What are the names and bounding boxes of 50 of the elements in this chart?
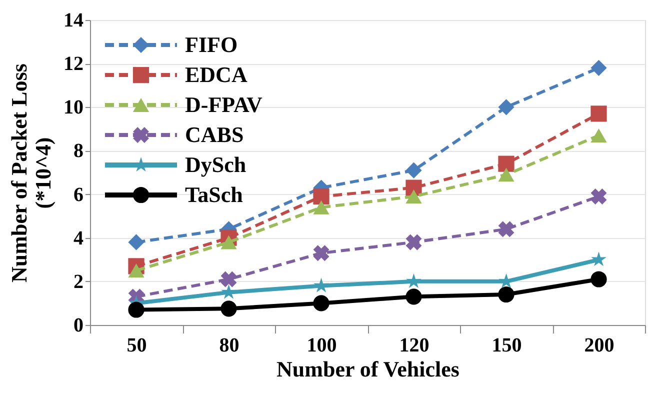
point [406, 162, 422, 178]
point [220, 271, 237, 288]
y-tick-label: 0 [74, 314, 84, 336]
legend-label: D-FPAV [185, 92, 263, 117]
x-tick-label: 50 [126, 334, 147, 356]
point [128, 264, 144, 278]
point [314, 278, 329, 292]
y-tick-label: 2 [74, 270, 84, 293]
point [498, 168, 514, 182]
y-tick-label: 10 [64, 96, 84, 119]
x-tick-label: 120 [399, 334, 430, 356]
y-tick-label: 4 [74, 227, 84, 250]
legend-label: EDCA [185, 62, 248, 87]
point [590, 106, 607, 122]
point [313, 245, 330, 262]
point [406, 288, 422, 305]
point [313, 188, 330, 205]
point [313, 295, 330, 312]
x-tick-label: 100 [306, 334, 337, 356]
point [498, 286, 514, 303]
x-tick-label: 150 [492, 334, 522, 356]
point [498, 156, 514, 172]
point [128, 234, 144, 250]
point [590, 60, 607, 76]
point [590, 271, 607, 288]
point [220, 235, 237, 250]
point [406, 273, 422, 288]
point [221, 284, 236, 299]
x-tick-label: 80 [219, 334, 240, 356]
point [498, 221, 514, 238]
point [591, 252, 606, 266]
point [406, 189, 422, 204]
point [498, 99, 514, 116]
x-tick-label: 200 [584, 334, 614, 356]
y-tick-label: 12 [64, 53, 84, 76]
y-tick-label: 8 [74, 140, 84, 162]
point [220, 300, 237, 317]
legend-label: TaSch [185, 182, 243, 207]
x-axis-title: Number of Vehicles [276, 356, 460, 382]
y-tick-label: 14 [64, 10, 84, 32]
legend-label: FIFO [185, 32, 238, 57]
point [313, 200, 330, 214]
legend-label: CABS [185, 122, 244, 147]
point [128, 302, 144, 318]
point [590, 188, 607, 204]
y-axis-title: Number of Packet Loss (*10^4) [6, 63, 56, 282]
point [406, 234, 422, 250]
point [590, 128, 607, 142]
legend-label: DySch [185, 152, 246, 177]
y-tick-label: 6 [74, 184, 84, 206]
